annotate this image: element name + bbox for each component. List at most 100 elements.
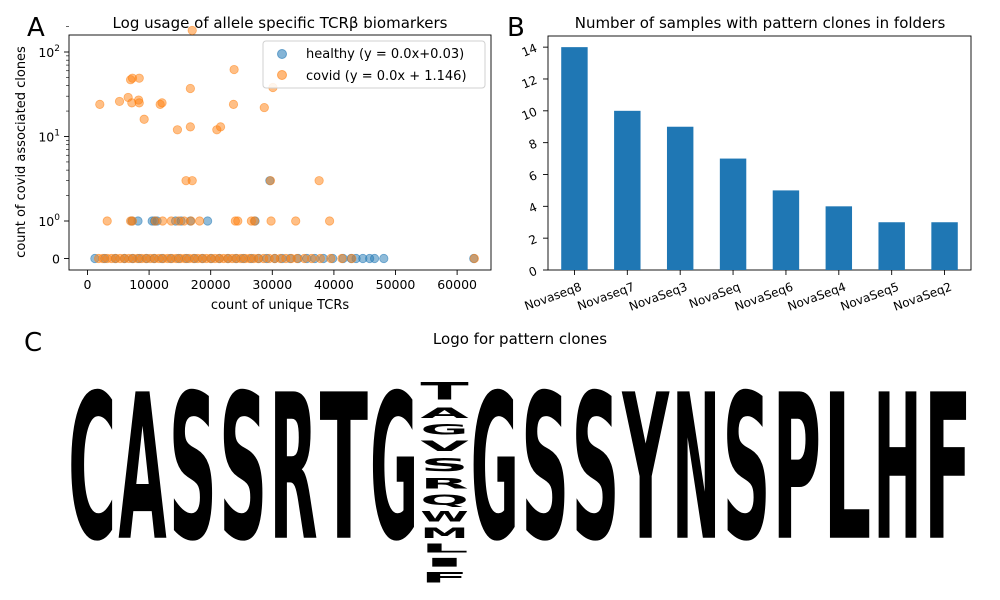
covid-point [291, 216, 301, 226]
scatter-chart: Log usage of allele specific TCRβ biomar… [14, 14, 492, 313]
covid-point [233, 216, 243, 226]
scatter-title: Log usage of allele specific TCRβ biomar… [113, 14, 448, 32]
logo-title: Logo for pattern clones [433, 330, 607, 348]
logo-letter: T [420, 377, 468, 405]
covid-point [158, 216, 168, 226]
covid-point [134, 98, 144, 108]
bar [825, 206, 853, 270]
panel-label-b: B [507, 13, 525, 43]
scatter-x-tick-label: 30000 [252, 277, 292, 292]
covid-point [265, 176, 276, 186]
logo-letter: Y [621, 353, 669, 586]
covid-point [326, 253, 336, 264]
logo-letter: G [471, 352, 519, 585]
bar-x-tick-label: NovaSeq6 [733, 280, 795, 314]
scatter-x-label: count of unique TCRs [211, 298, 349, 313]
scatter-y-tick-label: 100 [38, 213, 60, 229]
logo-letter: S [420, 454, 468, 475]
scatter-x-tick-label: 0 [84, 277, 92, 292]
logo-letter: R [269, 353, 317, 587]
logo-letter: A [420, 405, 468, 421]
logo-letter: S [571, 353, 619, 586]
logo-letter: F [420, 570, 468, 586]
scatter-points [90, 25, 479, 264]
covid-point [324, 216, 335, 226]
logo-letter: M [420, 525, 468, 541]
logo-letter: N [672, 352, 720, 586]
logo-letter: P [773, 352, 821, 586]
scatter-x-tick-label: 20000 [191, 277, 231, 292]
healthy-point [379, 253, 389, 264]
bar-y-tick-label: 6 [527, 168, 539, 184]
covid-point [215, 122, 226, 132]
bar-x-tick-label: NovaSeq5 [839, 280, 901, 314]
legend-label-covid: covid (y = 0.0x + 1.146) [306, 69, 467, 84]
bar [719, 158, 747, 270]
scatter-x-tick-label: 50000 [376, 277, 416, 292]
covid-point [172, 125, 183, 135]
bar-chart: Number of samples with pattern clones in… [520, 14, 972, 314]
bar-x-tick-label: Novaseq8 [523, 280, 584, 314]
bar [561, 47, 588, 271]
logo-letter: H [873, 352, 921, 586]
healthy-point [203, 216, 213, 226]
covid-point [185, 83, 195, 94]
covid-point [195, 216, 205, 226]
legend-label-healthy: healthy (y = 0.0x+0.03) [306, 47, 464, 62]
bar [772, 190, 800, 270]
covid-point [315, 253, 325, 264]
logo-letter: G [370, 352, 418, 585]
covid-point [249, 216, 260, 226]
legend-marker-healthy [277, 49, 287, 59]
covid-point [307, 253, 317, 264]
scatter-legend: healthy (y = 0.0x+0.03) covid (y = 0.0x … [262, 40, 486, 89]
panel-label-c: C [24, 328, 42, 358]
covid-point [228, 99, 239, 109]
legend-marker-covid [277, 70, 287, 80]
covid-point [95, 99, 105, 109]
bar-x-tick-label: Novaseq7 [575, 280, 636, 314]
covid-point [469, 253, 479, 264]
covid-point [139, 114, 149, 124]
covid-point [186, 216, 196, 226]
logo-letter: S [219, 353, 267, 586]
logo-letter: Q [420, 492, 468, 508]
healthy-point [369, 253, 380, 264]
covid-point [127, 216, 138, 226]
panel-label-a: A [27, 13, 45, 43]
covid-point [347, 253, 357, 264]
covid-point [134, 73, 144, 83]
bar-x-tick-label: NovaSeq2 [891, 280, 953, 314]
bar-y-tick-label: 2 [527, 232, 539, 248]
covid-point [266, 216, 276, 226]
logo-letter: W [420, 509, 468, 525]
legend-box [262, 40, 486, 89]
scatter-y-label: count of covid associated clones [14, 46, 29, 258]
bar-y-tick-label: 0 [527, 264, 539, 280]
bar-x-tick-label: NovaSeq4 [786, 280, 848, 314]
logo-letter: F [924, 351, 972, 586]
bar-y-tick-label: 10 [520, 105, 539, 124]
logo-letter: C [68, 352, 116, 586]
logo-letter: S [521, 353, 569, 586]
scatter-y-tick-label: 102 [38, 44, 60, 60]
scatter-y-tick-label: 0 [52, 252, 60, 267]
covid-point [123, 92, 133, 103]
bar-y-tick-label: 14 [520, 41, 539, 60]
logo-letter: S [722, 353, 770, 586]
logo-letter: G [420, 422, 468, 438]
scatter-plot-frame [68, 34, 492, 271]
scatter-x-tick-label: 10000 [129, 277, 169, 292]
bar-y-tick-label: 8 [527, 136, 539, 152]
bar-bars [561, 47, 958, 271]
scatter-x-tick-label: 40000 [314, 277, 354, 292]
bar-x-tick-label: NovaSeq3 [627, 280, 689, 314]
bar [614, 110, 641, 270]
covid-point [185, 122, 195, 132]
bar-y-tick-label: 12 [520, 73, 539, 92]
covid-point [314, 176, 324, 186]
logo-letter: R [420, 476, 468, 492]
logo-letter: S [169, 353, 217, 586]
bar [878, 222, 905, 270]
